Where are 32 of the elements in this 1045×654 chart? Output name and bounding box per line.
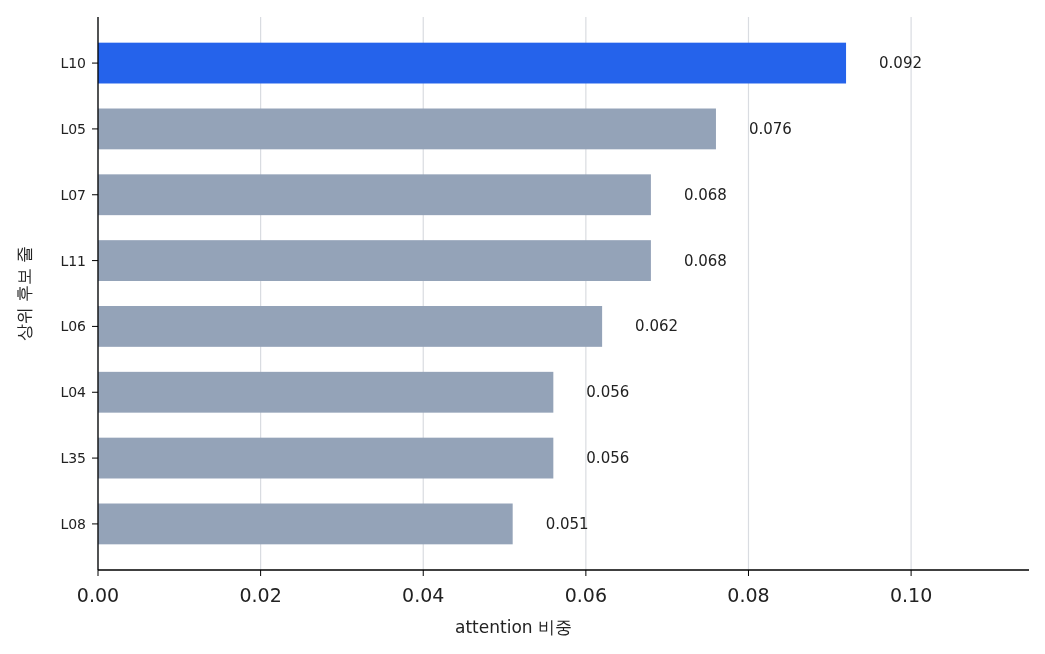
x-tick-label: 0.08 [727,584,770,606]
y-tick-label: L35 [60,450,86,467]
bar [98,108,716,150]
y-tick-label: L11 [60,252,86,269]
y-axis-title: 상위 후보 줄 [14,245,34,342]
y-tick-label: L06 [60,318,87,335]
data-label: 0.092 [879,54,923,73]
data-label: 0.062 [635,317,679,336]
x-tick-label: 0.02 [239,584,282,606]
x-tick-label: 0.06 [564,584,608,606]
data-label: 0.056 [586,449,630,468]
bar [98,42,847,84]
data-label: 0.068 [683,185,727,204]
x-axis-title: attention 비중 [455,617,572,637]
y-tick-label: L04 [60,384,87,401]
y-tick-label: L08 [60,515,86,532]
data-label: 0.051 [545,514,589,533]
bar [98,306,603,347]
x-tick-label: 0.10 [889,584,933,606]
x-tick-label: 0.04 [402,584,445,606]
y-tick-label: L05 [60,120,86,137]
bar [98,240,651,281]
x-tick-label: 0.00 [76,584,120,606]
data-label: 0.076 [748,119,792,138]
bar [98,503,513,545]
data-label: 0.068 [683,251,727,270]
data-label: 0.056 [586,383,630,402]
bar [98,174,651,216]
y-tick-label: L07 [60,186,86,203]
y-tick-label: L10 [60,55,86,72]
bar [98,437,554,479]
bar [98,371,554,413]
